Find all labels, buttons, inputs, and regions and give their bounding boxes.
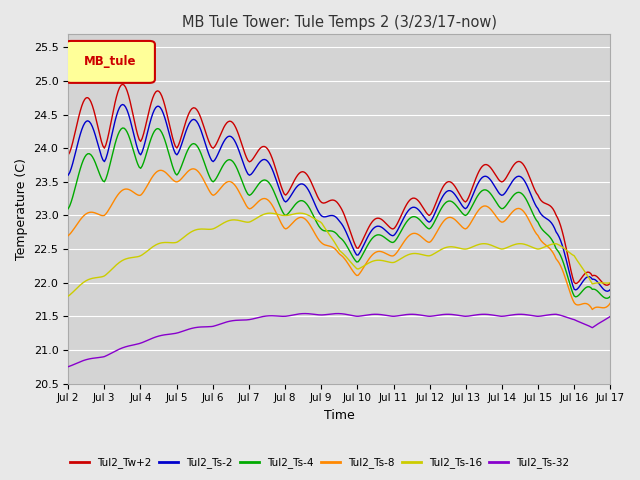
Legend: Tul2_Tw+2, Tul2_Ts-2, Tul2_Ts-4, Tul2_Ts-8, Tul2_Ts-16, Tul2_Ts-32: Tul2_Tw+2, Tul2_Ts-2, Tul2_Ts-4, Tul2_Ts… — [67, 453, 573, 472]
Y-axis label: Temperature (C): Temperature (C) — [15, 158, 28, 260]
FancyBboxPatch shape — [65, 41, 155, 83]
Title: MB Tule Tower: Tule Temps 2 (3/23/17-now): MB Tule Tower: Tule Temps 2 (3/23/17-now… — [182, 15, 497, 30]
X-axis label: Time: Time — [324, 409, 355, 422]
Text: MB_tule: MB_tule — [84, 55, 137, 68]
